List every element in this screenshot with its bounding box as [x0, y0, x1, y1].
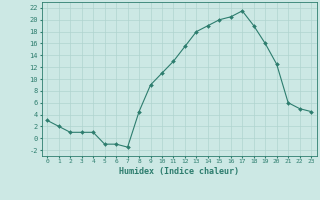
X-axis label: Humidex (Indice chaleur): Humidex (Indice chaleur) — [119, 167, 239, 176]
